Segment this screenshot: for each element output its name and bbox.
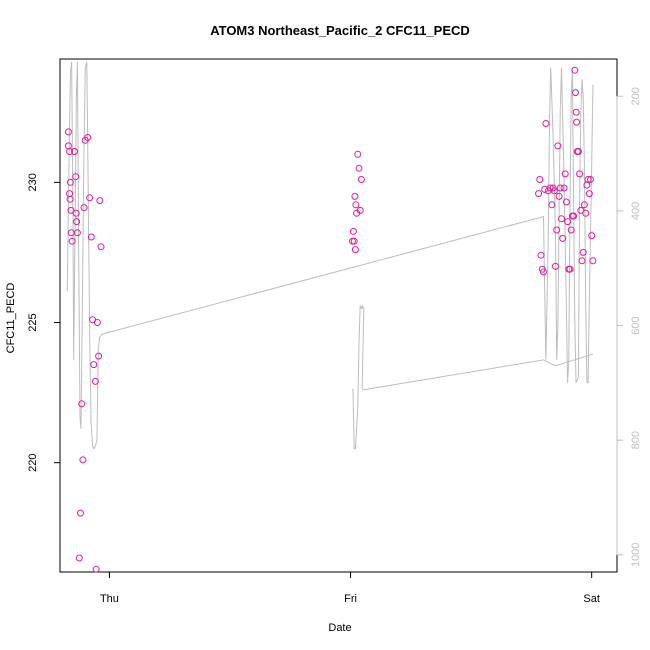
data-point xyxy=(84,134,92,141)
y-axis-label: CFC11_PECD xyxy=(5,283,17,354)
data-point xyxy=(92,565,100,573)
data-point xyxy=(354,150,362,158)
data-point xyxy=(574,148,582,155)
data-point xyxy=(553,226,561,234)
data-point xyxy=(93,319,101,326)
series-line-layer xyxy=(66,61,594,450)
data-point xyxy=(78,400,86,408)
y2-tick-label: 1000 xyxy=(630,543,642,567)
plot-frame xyxy=(59,58,618,573)
data-point xyxy=(66,190,74,198)
data-point xyxy=(562,198,570,206)
data-point xyxy=(573,118,581,126)
series-point-layer xyxy=(64,66,597,573)
axis-layer: Thu Fri Sat 220 225 230 200 400 600 800 1000 xyxy=(27,87,642,605)
x-axis-label: Date xyxy=(328,622,351,634)
data-point xyxy=(570,212,578,220)
data-point xyxy=(559,234,567,242)
data-point xyxy=(91,377,99,385)
data-point xyxy=(73,229,81,237)
data-point xyxy=(352,201,360,209)
data-point xyxy=(550,187,558,195)
data-point xyxy=(556,184,564,192)
data-point xyxy=(351,192,359,200)
x-tick-label: Thu xyxy=(100,593,119,605)
data-point xyxy=(572,89,579,97)
data-point xyxy=(572,108,580,116)
data-point xyxy=(585,190,593,198)
y2-tick-label: 800 xyxy=(630,431,642,449)
data-point xyxy=(589,257,597,265)
data-point xyxy=(558,215,565,223)
data-point xyxy=(561,170,569,178)
data-point xyxy=(349,227,357,235)
data-point xyxy=(80,204,88,212)
data-point xyxy=(560,184,568,192)
data-point xyxy=(580,201,588,209)
data-point xyxy=(77,509,84,517)
data-point xyxy=(72,173,80,181)
data-point xyxy=(535,190,543,198)
y-tick-label: 230 xyxy=(27,173,39,191)
data-point xyxy=(536,176,544,183)
data-point xyxy=(64,128,72,136)
data-point xyxy=(68,237,76,245)
data-point xyxy=(66,195,74,203)
data-point xyxy=(542,120,550,127)
data-point xyxy=(554,142,562,150)
chart-title: ATOM3 Northeast_Pacific_2 CFC11_PECD xyxy=(210,23,470,38)
data-point xyxy=(579,248,587,256)
data-point xyxy=(566,265,574,273)
data-point xyxy=(73,218,81,226)
data-point xyxy=(351,246,359,254)
data-point xyxy=(350,237,358,245)
y2-tick-label: 400 xyxy=(630,202,642,220)
data-point xyxy=(72,209,80,217)
data-point xyxy=(71,148,78,155)
data-point xyxy=(555,192,563,200)
data-point xyxy=(95,352,103,360)
data-point xyxy=(548,201,556,209)
data-point xyxy=(64,142,72,150)
data-point xyxy=(552,262,559,270)
x-tick-label: Fri xyxy=(344,593,357,605)
y2-tick-label: 200 xyxy=(630,87,642,105)
data-point xyxy=(540,268,547,276)
data-point xyxy=(357,176,365,183)
data-point xyxy=(582,209,590,217)
series-line xyxy=(66,61,594,450)
y-tick-label: 225 xyxy=(27,313,39,331)
x-tick-label: Sat xyxy=(583,593,600,605)
data-point xyxy=(576,170,584,178)
data-point xyxy=(66,178,74,186)
data-point xyxy=(537,251,545,259)
data-point xyxy=(564,218,572,226)
data-point xyxy=(571,66,579,74)
data-point xyxy=(75,554,83,562)
data-point xyxy=(86,194,94,202)
y2-tick-label: 600 xyxy=(630,316,642,334)
y-tick-label: 220 xyxy=(27,453,39,471)
data-point xyxy=(584,176,592,183)
series-line xyxy=(352,305,594,450)
data-point xyxy=(587,176,594,183)
data-point xyxy=(588,232,596,240)
data-point xyxy=(567,226,575,234)
data-point xyxy=(96,197,104,205)
data-point xyxy=(90,361,98,369)
data-point xyxy=(66,148,74,155)
data-point xyxy=(79,456,87,464)
data-point xyxy=(97,243,105,251)
data-point xyxy=(355,164,363,172)
data-point xyxy=(356,206,364,214)
data-point xyxy=(67,206,75,214)
data-point xyxy=(87,233,95,241)
data-point xyxy=(578,257,586,265)
